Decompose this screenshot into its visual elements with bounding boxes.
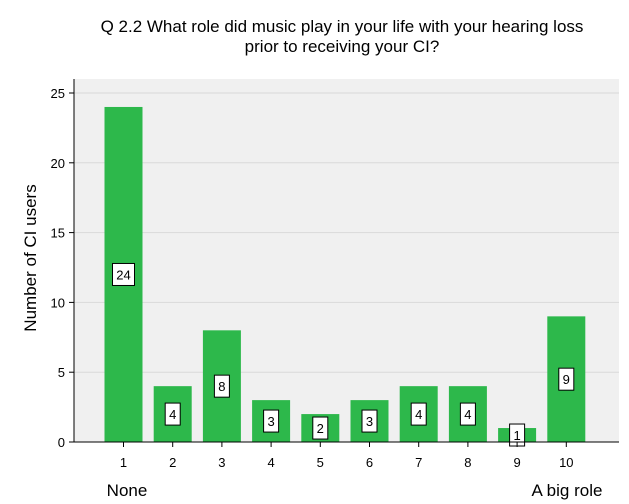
data-label-box bbox=[459, 402, 476, 426]
axes bbox=[69, 79, 619, 447]
data-label-10: 9 bbox=[558, 367, 575, 391]
data-label-text: 9 bbox=[563, 372, 570, 387]
y-tick-label-25: 25 bbox=[51, 86, 65, 101]
y-tick-labels: 0 5 10 15 20 25 bbox=[51, 86, 65, 450]
data-label-box bbox=[112, 262, 135, 286]
y-tick-label-15: 15 bbox=[51, 226, 65, 241]
data-label-3: 8 bbox=[213, 374, 230, 398]
data-label-text: 4 bbox=[415, 407, 422, 422]
x-tick-label-2: 2 bbox=[169, 455, 176, 470]
grid-lines bbox=[74, 92, 619, 373]
data-label-9: 1 bbox=[509, 423, 526, 447]
y-tick-label-10: 10 bbox=[51, 295, 65, 310]
x-tick-label-9: 9 bbox=[513, 455, 520, 470]
x-tick-label-10: 10 bbox=[559, 455, 573, 470]
chart-title-line-1: Q 2.2 What role did music play in your l… bbox=[101, 17, 584, 36]
y-tick-label-0: 0 bbox=[58, 435, 65, 450]
data-label-box bbox=[263, 409, 280, 433]
data-label-text: 8 bbox=[218, 379, 225, 394]
data-label-text: 3 bbox=[267, 414, 274, 429]
data-labels: 24 4 8 3 2 3 4 4 1 9 bbox=[112, 262, 575, 447]
data-label-text: 24 bbox=[116, 267, 130, 282]
y-axis-title: Number of CI users bbox=[21, 184, 40, 331]
x-tick-labels: 1 2 3 4 5 6 7 8 9 10 bbox=[120, 455, 574, 470]
data-label-1: 24 bbox=[112, 262, 135, 286]
data-label-text: 1 bbox=[513, 428, 520, 443]
data-label-box bbox=[164, 402, 181, 426]
data-label-box bbox=[558, 367, 575, 391]
data-label-box bbox=[361, 409, 378, 433]
y-tick-label-20: 20 bbox=[51, 156, 65, 171]
data-label-6: 3 bbox=[361, 409, 378, 433]
data-label-text: 4 bbox=[464, 407, 471, 422]
data-label-text: 4 bbox=[169, 407, 176, 422]
data-label-box bbox=[213, 374, 230, 398]
x-anchor-high-label: A big role bbox=[532, 481, 603, 500]
x-anchor-low-label: None bbox=[107, 481, 148, 500]
data-label-text: 3 bbox=[366, 414, 373, 429]
data-label-8: 4 bbox=[459, 402, 476, 426]
data-label-4: 3 bbox=[263, 409, 280, 433]
data-label-5: 2 bbox=[312, 416, 329, 440]
data-label-text: 2 bbox=[317, 421, 324, 436]
chart-title-line-2: prior to receiving your CI? bbox=[245, 37, 440, 56]
plot-area bbox=[74, 79, 619, 442]
data-label-7: 4 bbox=[410, 402, 427, 426]
data-label-box bbox=[312, 416, 329, 440]
data-label-2: 4 bbox=[164, 402, 181, 426]
x-tick-label-1: 1 bbox=[120, 455, 127, 470]
x-tick-label-7: 7 bbox=[415, 455, 422, 470]
x-tick-label-8: 8 bbox=[464, 455, 471, 470]
y-tick-label-5: 5 bbox=[58, 365, 65, 380]
x-tick-label-3: 3 bbox=[218, 455, 225, 470]
x-tick-label-4: 4 bbox=[267, 455, 274, 470]
x-tick-label-5: 5 bbox=[317, 455, 324, 470]
x-tick-label-6: 6 bbox=[366, 455, 373, 470]
data-label-box bbox=[410, 402, 427, 426]
